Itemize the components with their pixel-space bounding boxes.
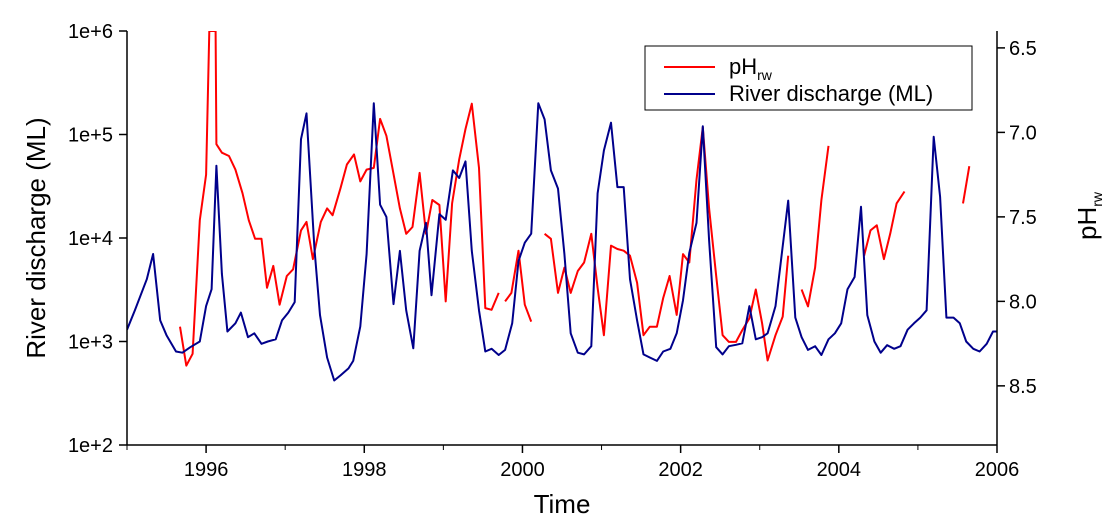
legend-label-discharge-base: River discharge (ML): [729, 81, 933, 106]
series-line-discharge-0: [127, 102, 997, 382]
legend: pHrw River discharge (ML): [644, 45, 973, 111]
series-line-ph-0: [179, 31, 500, 367]
series-line-ph-1: [504, 249, 533, 322]
x-tick-label-1998: 1998: [342, 459, 387, 481]
series-line-ph-4: [863, 190, 906, 261]
x-tick-label-2002: 2002: [658, 459, 703, 481]
legend-box: [644, 45, 973, 111]
left-y-axis-title: River discharge (ML): [21, 117, 51, 358]
x-tick-label-1996: 1996: [184, 459, 229, 481]
series-line-ph-3: [800, 145, 830, 308]
left-y-tick-label-0: 1e+2: [68, 435, 113, 457]
series-line-ph-2: [543, 126, 790, 362]
right-y-tick-label-0: 6.5: [1009, 38, 1037, 60]
x-axis-title: Time: [534, 489, 591, 519]
right-y-tick-label-3: 8.0: [1009, 291, 1037, 313]
plot-area: [127, 31, 997, 382]
right-y-axis-title-sub: rw: [1089, 191, 1105, 207]
left-y-tick-label-4: 1e+6: [68, 21, 113, 43]
left-y-tick-label-1: 1e+3: [68, 332, 113, 354]
right-y-tick-label-1: 7.0: [1009, 122, 1037, 144]
series-line-ph-5: [962, 166, 971, 204]
x-tick-label-2004: 2004: [817, 459, 862, 481]
legend-label-ph-sub: rw: [757, 67, 773, 83]
legend-label-ph: pHrw: [729, 54, 773, 83]
right-y-axis-title-base: pH: [1072, 207, 1102, 240]
right-y-tick-label-4: 8.5: [1009, 376, 1037, 398]
left-y-tick-label-3: 1e+5: [68, 125, 113, 147]
x-tick-label-2000: 2000: [500, 459, 545, 481]
right-y-axis-title: pHrw: [1072, 191, 1105, 240]
left-y-tick-label-2: 1e+4: [68, 228, 113, 250]
legend-label-discharge: River discharge (ML): [729, 81, 933, 106]
right-y-tick-label-2: 7.5: [1009, 207, 1037, 229]
x-tick-label-2006: 2006: [975, 459, 1020, 481]
legend-label-ph-base: pH: [729, 54, 757, 79]
